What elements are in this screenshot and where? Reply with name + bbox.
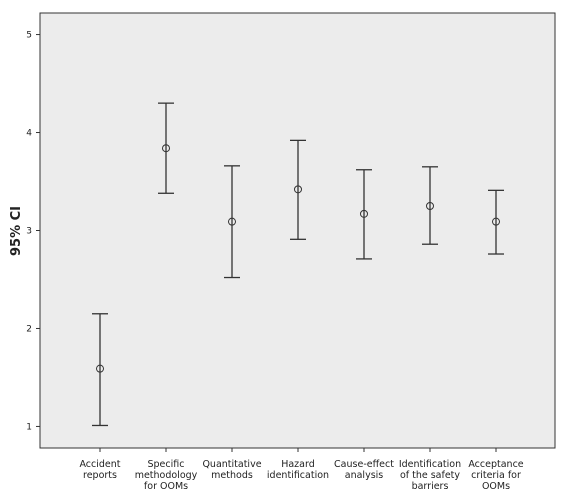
mean-marker	[294, 185, 302, 194]
x-tick-label: Hazard identification	[267, 459, 329, 481]
y-tick-label: 4	[26, 129, 32, 139]
x-tick-label: Acceptance criteria for OOMs	[468, 459, 523, 492]
x-tick-label: Identification of the safety barriers	[399, 459, 461, 492]
mean-marker	[162, 144, 170, 153]
y-axis-label: 95% CI	[9, 206, 24, 256]
y-tick-label: 2	[26, 324, 32, 334]
mean-marker	[228, 217, 236, 226]
y-tick-label: 1	[26, 422, 32, 432]
x-tick-label: Accident reports	[79, 459, 120, 481]
y-tick-label: 5	[26, 31, 32, 41]
x-tick-label: Quantitative methods	[202, 459, 261, 481]
mean-marker	[492, 217, 500, 226]
x-tick-label: Specific methodology for OOMs	[135, 459, 198, 492]
mean-marker	[360, 209, 368, 218]
x-tick-label: Cause-effect analysis	[334, 459, 394, 481]
mean-marker	[426, 202, 434, 211]
mean-marker	[96, 364, 104, 373]
y-tick-label: 3	[26, 227, 32, 237]
